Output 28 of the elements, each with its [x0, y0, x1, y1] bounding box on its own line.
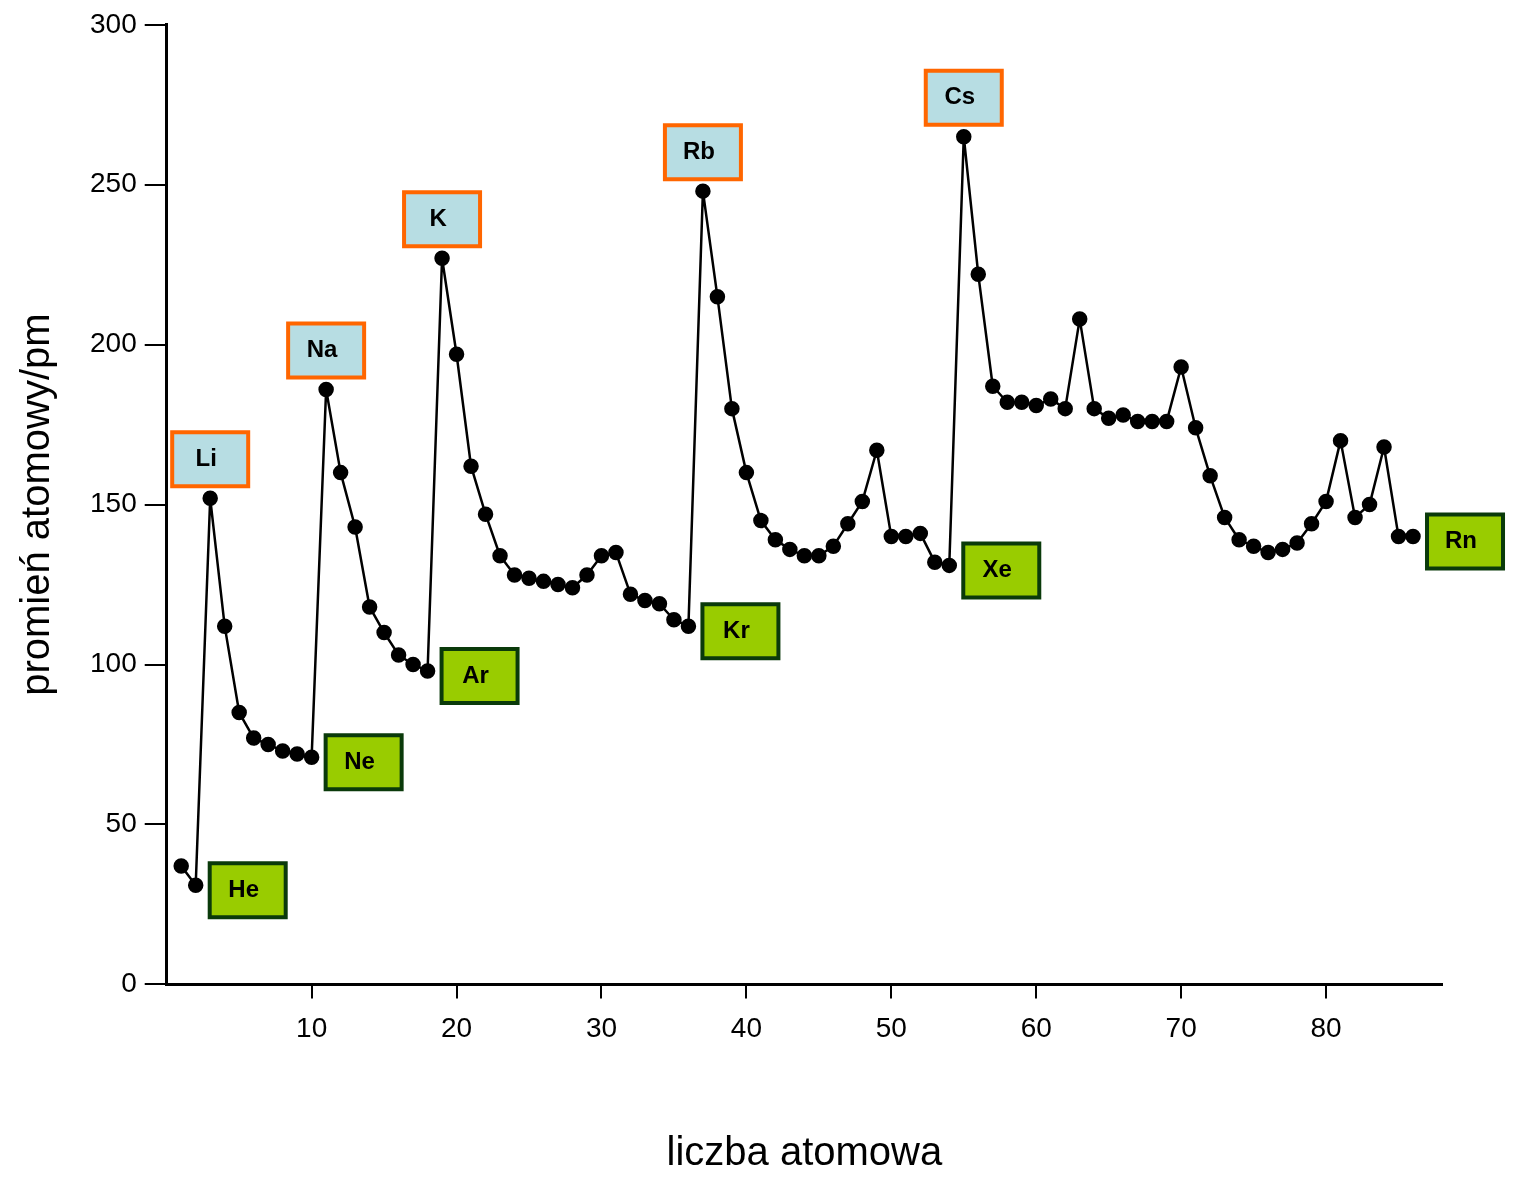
x-tick-label: 30 — [585, 1011, 618, 1043]
annotation: K — [429, 203, 448, 231]
y-tick-label: 250 — [90, 167, 137, 199]
annotation: Ar — [462, 660, 489, 688]
annotation: Rb — [682, 136, 715, 164]
x-tick-label: 40 — [730, 1011, 762, 1043]
annotation: Rn — [1445, 526, 1478, 554]
annotation: Cs — [944, 82, 976, 110]
annotation: Na — [306, 335, 339, 363]
x-tick-label: 60 — [1020, 1011, 1052, 1043]
y-tick-label: 100 — [90, 647, 137, 679]
x-axis-title: liczba atomowa — [666, 1129, 943, 1174]
annotation: Ne — [344, 746, 375, 774]
y-tick-label: 200 — [90, 327, 137, 359]
y-axis-title: promień atomowy/pm — [13, 313, 58, 696]
x-tick-label: 70 — [1165, 1011, 1197, 1043]
y-tick-label: 300 — [90, 7, 137, 39]
y-tick-label: 50 — [105, 807, 137, 839]
annotation: He — [228, 874, 260, 902]
y-tick-label: 0 — [121, 967, 137, 999]
x-tick-label: 80 — [1310, 1011, 1342, 1043]
annotation: Kr — [723, 615, 750, 643]
annotation: Li — [195, 443, 217, 471]
x-tick-label: 20 — [440, 1011, 473, 1043]
x-tick-label: 50 — [875, 1011, 907, 1043]
y-tick-label: 150 — [90, 487, 137, 519]
annotation: Xe — [982, 555, 1012, 582]
x-tick-label: 10 — [296, 1011, 328, 1043]
